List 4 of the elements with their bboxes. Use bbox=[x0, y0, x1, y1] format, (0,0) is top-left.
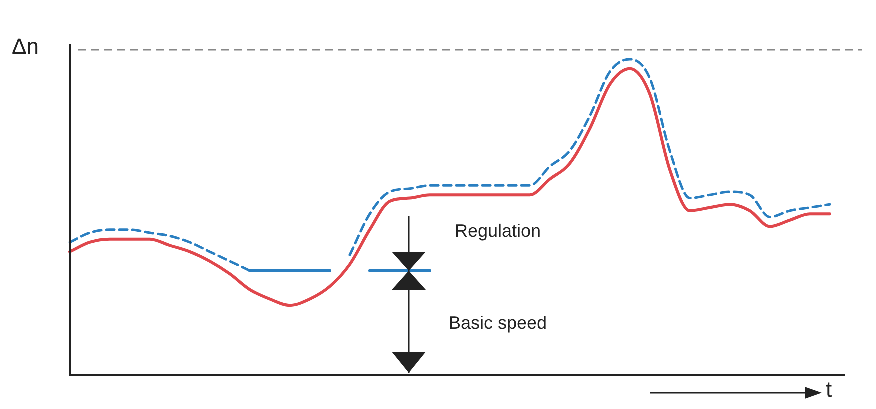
annotation: Regulation bbox=[455, 221, 542, 242]
annotation: Basic speed bbox=[449, 313, 548, 334]
y-axis-title: Δn bbox=[12, 34, 39, 60]
x-axis-title: t bbox=[826, 377, 832, 403]
